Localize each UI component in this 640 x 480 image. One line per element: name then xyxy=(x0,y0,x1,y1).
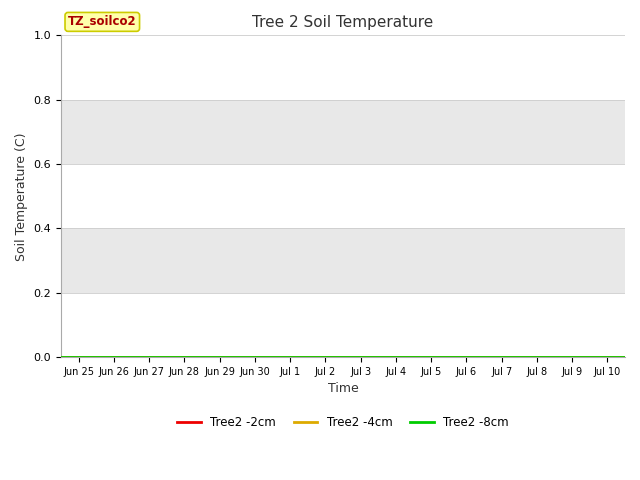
Tree2 -2cm xyxy=(498,354,506,360)
Tree2 -8cm xyxy=(145,354,153,360)
Bar xyxy=(61,100,625,164)
Bar xyxy=(61,228,625,293)
Tree2 -4cm xyxy=(604,354,611,360)
Tree2 -8cm xyxy=(604,354,611,360)
Tree2 -2cm xyxy=(428,354,435,360)
Tree2 -4cm xyxy=(110,354,118,360)
Tree2 -4cm xyxy=(568,354,576,360)
Text: TZ_soilco2: TZ_soilco2 xyxy=(68,15,136,28)
Tree2 -8cm xyxy=(621,354,629,360)
Tree2 -4cm xyxy=(392,354,400,360)
Title: Tree 2 Soil Temperature: Tree 2 Soil Temperature xyxy=(252,15,434,30)
Tree2 -2cm xyxy=(568,354,576,360)
Tree2 -4cm xyxy=(57,354,65,360)
Tree2 -8cm xyxy=(57,354,65,360)
Tree2 -4cm xyxy=(321,354,329,360)
Tree2 -8cm xyxy=(216,354,223,360)
Tree2 -2cm xyxy=(392,354,400,360)
Legend: Tree2 -2cm, Tree2 -4cm, Tree2 -8cm: Tree2 -2cm, Tree2 -4cm, Tree2 -8cm xyxy=(172,411,513,434)
Tree2 -2cm xyxy=(145,354,153,360)
Tree2 -8cm xyxy=(533,354,541,360)
Tree2 -4cm xyxy=(621,354,629,360)
Tree2 -2cm xyxy=(286,354,294,360)
Tree2 -4cm xyxy=(216,354,223,360)
Tree2 -2cm xyxy=(75,354,83,360)
Tree2 -8cm xyxy=(251,354,259,360)
Tree2 -8cm xyxy=(286,354,294,360)
Tree2 -2cm xyxy=(321,354,329,360)
Tree2 -2cm xyxy=(110,354,118,360)
Tree2 -8cm xyxy=(180,354,188,360)
X-axis label: Time: Time xyxy=(328,383,358,396)
Tree2 -2cm xyxy=(533,354,541,360)
Y-axis label: Soil Temperature (C): Soil Temperature (C) xyxy=(15,132,28,261)
Tree2 -8cm xyxy=(568,354,576,360)
Tree2 -2cm xyxy=(604,354,611,360)
Tree2 -4cm xyxy=(498,354,506,360)
Bar xyxy=(61,164,625,228)
Tree2 -2cm xyxy=(180,354,188,360)
Tree2 -8cm xyxy=(463,354,470,360)
Tree2 -2cm xyxy=(463,354,470,360)
Tree2 -2cm xyxy=(216,354,223,360)
Tree2 -8cm xyxy=(110,354,118,360)
Tree2 -8cm xyxy=(356,354,364,360)
Tree2 -4cm xyxy=(356,354,364,360)
Tree2 -4cm xyxy=(145,354,153,360)
Tree2 -8cm xyxy=(75,354,83,360)
Tree2 -4cm xyxy=(533,354,541,360)
Tree2 -8cm xyxy=(428,354,435,360)
Tree2 -8cm xyxy=(392,354,400,360)
Tree2 -2cm xyxy=(57,354,65,360)
Tree2 -4cm xyxy=(463,354,470,360)
Tree2 -8cm xyxy=(321,354,329,360)
Tree2 -4cm xyxy=(75,354,83,360)
Tree2 -4cm xyxy=(180,354,188,360)
Tree2 -2cm xyxy=(621,354,629,360)
Tree2 -4cm xyxy=(286,354,294,360)
Bar xyxy=(61,293,625,357)
Tree2 -2cm xyxy=(356,354,364,360)
Tree2 -4cm xyxy=(428,354,435,360)
Tree2 -8cm xyxy=(498,354,506,360)
Bar xyxy=(61,36,625,100)
Tree2 -4cm xyxy=(251,354,259,360)
Tree2 -2cm xyxy=(251,354,259,360)
